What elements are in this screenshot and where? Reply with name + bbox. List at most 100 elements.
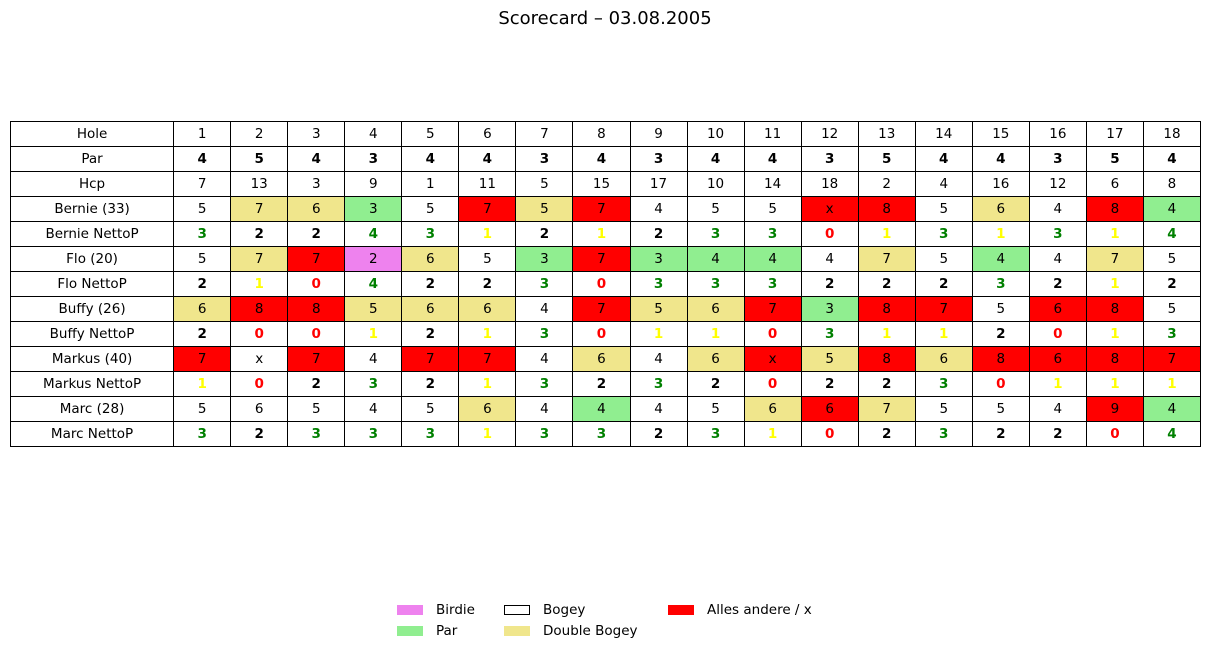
score-cell: 6	[1085, 171, 1144, 197]
legend-item-par: Par	[397, 623, 504, 639]
score-cell: 4	[344, 396, 403, 422]
score-cell: 2	[1142, 271, 1202, 297]
score-cell: 0	[971, 371, 1030, 397]
score-cell: 3	[629, 246, 688, 272]
legend-item-double-bogey: Double Bogey	[504, 623, 668, 639]
legend-swatch	[397, 626, 423, 636]
score-cell: 6	[686, 296, 745, 322]
score-cell: 6	[458, 296, 517, 322]
score-cell: 5	[458, 246, 517, 272]
score-cell: 13	[857, 121, 916, 147]
score-cell: 1	[458, 221, 517, 247]
row-label: Flo NettoP	[9, 271, 175, 297]
score-cell: 10	[686, 121, 745, 147]
score-cell: 5	[686, 396, 745, 422]
score-cell: 9	[1085, 396, 1144, 422]
score-cell: 2	[857, 371, 916, 397]
score-cell: 5	[344, 296, 403, 322]
score-cell: 6	[572, 346, 631, 372]
score-cell: 12	[800, 121, 859, 147]
score-cell: 3	[686, 271, 745, 297]
row-label: Marc NettoP	[9, 421, 175, 447]
legend-swatch	[397, 605, 423, 615]
score-cell: 4	[572, 146, 631, 172]
score-cell: 4	[1142, 196, 1202, 222]
score-cell: 3	[515, 146, 574, 172]
score-cell: 2	[230, 121, 289, 147]
score-cell: 2	[857, 421, 916, 447]
score-cell: 2	[515, 221, 574, 247]
score-cell: 7	[287, 346, 346, 372]
score-cell: 3	[914, 371, 973, 397]
score-cell: 4	[344, 346, 403, 372]
score-cell: 1	[1085, 371, 1144, 397]
score-cell: 4	[344, 271, 403, 297]
legend-swatch	[504, 605, 530, 615]
table-row-flo-20: Flo (20) 5 7 7 2 6 5 3 7 3 4 4 4 7 5 4 4 7 5	[9, 246, 1202, 272]
score-cell: 4	[971, 146, 1030, 172]
row-label: Bernie NettoP	[9, 221, 175, 247]
score-cell: 3	[1142, 321, 1202, 347]
score-cell: 8	[1085, 296, 1144, 322]
score-cell: 3	[1028, 146, 1087, 172]
score-cell: 3	[1028, 221, 1087, 247]
score-cell: 1	[857, 321, 916, 347]
score-cell: 0	[743, 321, 802, 347]
legend-swatch	[504, 626, 530, 636]
score-cell: 2	[173, 271, 232, 297]
score-cell: 6	[1028, 346, 1087, 372]
score-cell: 4	[629, 396, 688, 422]
score-cell: 5	[287, 396, 346, 422]
score-cell: 3	[344, 146, 403, 172]
score-cell: 2	[401, 321, 460, 347]
row-label: Marc (28)	[9, 396, 175, 422]
legend-swatch	[668, 605, 694, 615]
score-cell: 4	[1028, 396, 1087, 422]
score-cell: 2	[629, 421, 688, 447]
row-label: Flo (20)	[9, 246, 175, 272]
score-cell: 3	[686, 421, 745, 447]
score-cell: 3	[743, 271, 802, 297]
score-cell: 1	[1085, 321, 1144, 347]
score-cell: 3	[971, 271, 1030, 297]
score-cell: 7	[287, 246, 346, 272]
table-row-markus-40: Markus (40) 7 x 7 4 7 7 4 6 4 6 x 5 8 6 8 6 8 7	[9, 346, 1202, 372]
table-row-markus-nettop: Markus NettoP 1 0 2 3 2 1 3 2 3 2 0 2 2 3 0 1 1 1	[9, 371, 1202, 397]
score-cell: 4	[1028, 246, 1087, 272]
score-cell: 3	[173, 421, 232, 447]
score-cell: 3	[515, 271, 574, 297]
score-cell: 0	[1028, 321, 1087, 347]
score-cell: 16	[971, 171, 1030, 197]
score-cell: 0	[800, 221, 859, 247]
table-row-flo-nettop: Flo NettoP 2 1 0 4 2 2 3 0 3 3 3 2 2 2 3 2 1 2	[9, 271, 1202, 297]
legend-item-bogey: Bogey	[504, 602, 668, 618]
table-row-marc-28: Marc (28) 5 6 5 4 5 6 4 4 4 5 6 6 7 5 5 4 9 4	[9, 396, 1202, 422]
score-cell: 7	[1142, 346, 1202, 372]
score-cell: 3	[572, 421, 631, 447]
score-cell: 2	[287, 371, 346, 397]
score-cell: 4	[287, 146, 346, 172]
score-cell: 4	[515, 296, 574, 322]
score-cell: 7	[572, 196, 631, 222]
score-cell: 3	[629, 146, 688, 172]
score-cell: 5	[971, 396, 1030, 422]
score-cell: 12	[1028, 171, 1087, 197]
score-cell: 7	[572, 296, 631, 322]
table-row-bernie-nettop: Bernie NettoP 3 2 2 4 3 1 2 1 2 3 3 0 1 3 1 3 1 4	[9, 221, 1202, 247]
score-cell: 3	[287, 121, 346, 147]
score-cell: 15	[572, 171, 631, 197]
score-cell: 0	[572, 271, 631, 297]
score-cell: 2	[458, 271, 517, 297]
score-cell: 3	[914, 221, 973, 247]
score-cell: 3	[344, 196, 403, 222]
score-cell: 2	[401, 371, 460, 397]
score-cell: 6	[458, 121, 517, 147]
score-cell: 2	[173, 321, 232, 347]
score-cell: 6	[1028, 296, 1087, 322]
score-cell: 4	[515, 396, 574, 422]
score-cell: 3	[515, 371, 574, 397]
score-cell: 3	[401, 221, 460, 247]
legend-label: Bogey	[543, 602, 586, 618]
score-cell: 14	[743, 171, 802, 197]
score-cell: 4	[344, 121, 403, 147]
